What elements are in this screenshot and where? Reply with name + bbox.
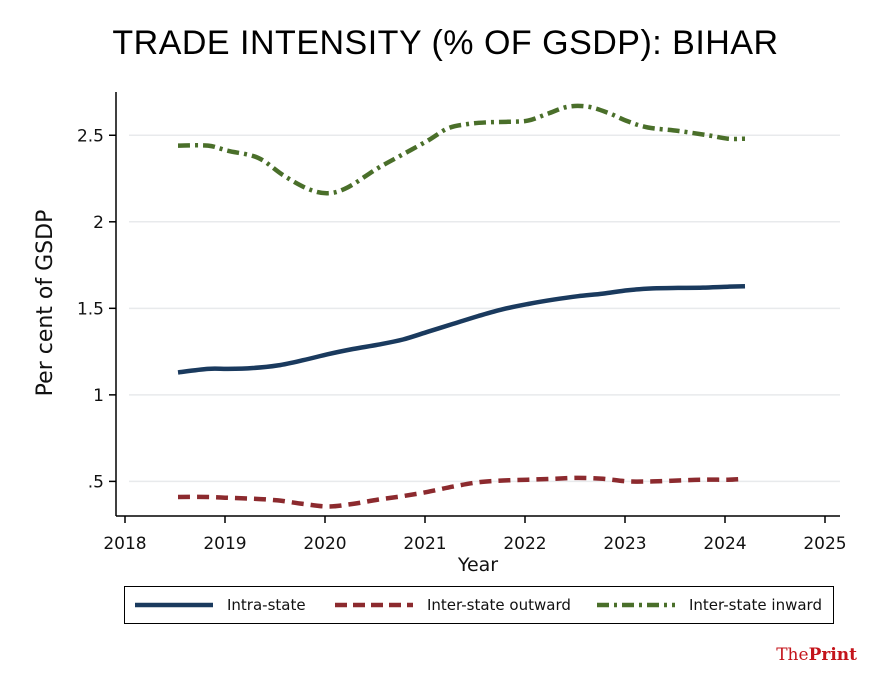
x-tick-label-3: 2021: [403, 534, 446, 554]
x-tick-label-6: 2024: [703, 534, 746, 554]
chart-title: TRADE INTENSITY (% OF GSDP): BIHAR: [112, 24, 779, 62]
y-tick-label-0: .5: [88, 472, 104, 492]
y-tick-label-4: 2.5: [77, 126, 104, 146]
gridlines: [129, 134, 840, 483]
legend-label-inter-state-inward: Inter-state inward: [689, 596, 822, 614]
legend-swatch-intra-state: [135, 602, 213, 608]
legend: Intra-state Inter-state outward Inter-st…: [124, 586, 834, 624]
legend-item-inter-state-inward: Inter-state inward: [595, 587, 822, 623]
x-tick-label-7: 2025: [803, 534, 846, 554]
y-tick-label-2: 1.5: [77, 299, 104, 319]
x-axis-label: Year: [457, 554, 498, 576]
series-lines: [177, 103, 746, 509]
legend-item-inter-state-outward: Inter-state outward: [333, 587, 571, 623]
legend-swatch-inter-state-inward: [597, 602, 675, 608]
series-line-inter-state-outward: [177, 475, 746, 509]
tick-labels: .5 1 1.5 2 2.5 2018 2019 2020 2021 2022 2023 2024 20…: [77, 126, 847, 554]
y-tick-label-3: 2: [93, 213, 104, 233]
brand-logo: ThePrint: [776, 645, 857, 665]
brand-print: Print: [808, 645, 857, 665]
legend-item-intra-state: Intra-state: [133, 587, 306, 623]
x-tick-label-5: 2023: [603, 534, 646, 554]
legend-label-intra-state: Intra-state: [227, 596, 306, 614]
legend-label-inter-state-outward: Inter-state outward: [427, 596, 571, 614]
y-tick-label-1: 1: [93, 386, 104, 406]
axes: [115, 92, 840, 517]
series-line-inter-state-inward: [177, 103, 746, 196]
series-line-intra-state: [177, 283, 746, 375]
x-tick-label-0: 2018: [103, 534, 146, 554]
x-tick-label-4: 2022: [503, 534, 546, 554]
brand-the: The: [776, 645, 809, 665]
x-tick-label-2: 2020: [303, 534, 346, 554]
y-axis-label: Per cent of GSDP: [33, 210, 58, 397]
legend-swatch-inter-state-outward: [335, 602, 413, 608]
x-tick-label-1: 2019: [203, 534, 246, 554]
